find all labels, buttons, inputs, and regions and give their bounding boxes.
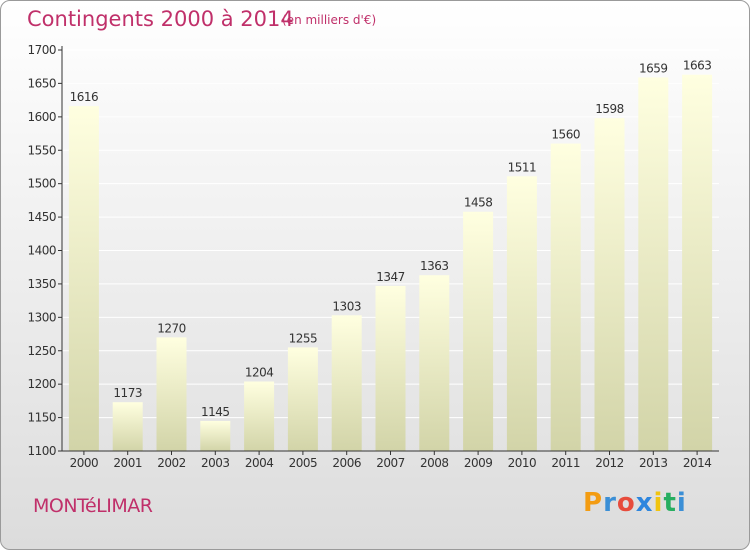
axes: 1100 1150 1200 1250 1300 1350 1400 1450 1500 1550…: [27, 43, 719, 470]
bar: [375, 285, 406, 451]
bar: [550, 143, 581, 452]
x-tick-label: 2012: [595, 456, 624, 470]
bar-value-label: 1659: [639, 61, 668, 75]
y-tick-label: 1450: [27, 210, 56, 224]
y-tick-label: 1100: [27, 444, 56, 458]
logo-letter: o: [616, 488, 636, 518]
bar: [506, 176, 537, 451]
x-tick-label: 2004: [245, 456, 274, 470]
bar: [594, 118, 625, 452]
bar-value-label: 1145: [201, 405, 230, 419]
bar-value-label: 1204: [245, 365, 274, 379]
bar-value-label: 1347: [376, 270, 405, 284]
y-tick-label: 1300: [27, 310, 56, 324]
x-tick-label: 2003: [201, 456, 230, 470]
bar-value-label: 1363: [420, 259, 449, 273]
x-tick-label: 2014: [683, 456, 712, 470]
bar: [112, 402, 143, 451]
x-tick-label: 2009: [464, 456, 493, 470]
logo-letter: r: [603, 488, 617, 518]
x-tick-label: 2010: [508, 456, 537, 470]
bar: [156, 337, 187, 451]
y-tick-label: 1400: [27, 244, 56, 258]
logo-letter: i: [653, 488, 664, 518]
bar-value-label: 1270: [157, 321, 186, 335]
x-tick-label: 2007: [376, 456, 405, 470]
bar: [244, 381, 275, 451]
x-tick-label: 2002: [157, 456, 186, 470]
logo-letter: x: [635, 488, 654, 518]
bar-value-label: 1511: [508, 160, 537, 174]
bar-value-label: 1616: [70, 90, 99, 104]
bar-value-label: 1560: [551, 128, 580, 142]
logo-letter: i: [676, 488, 687, 518]
y-tick-label: 1150: [27, 411, 56, 425]
bar: [638, 77, 669, 451]
proxiti-logo[interactable]: Proxiti: [583, 488, 687, 518]
y-tick-label: 1700: [27, 43, 56, 57]
x-tick-label: 2001: [113, 456, 142, 470]
bar: [200, 420, 231, 451]
bar: [287, 347, 318, 451]
x-tick-label: 2011: [551, 456, 580, 470]
x-tick-label: 2000: [70, 456, 99, 470]
y-tick-label: 1550: [27, 143, 56, 157]
bar-value-label: 1303: [332, 299, 361, 313]
bar: [419, 275, 450, 451]
x-tick-label: 2005: [289, 456, 318, 470]
bar-value-label: 1663: [683, 59, 712, 73]
y-tick-label: 1500: [27, 177, 56, 191]
x-tick-label: 2008: [420, 456, 449, 470]
y-tick-label: 1600: [27, 110, 56, 124]
chart-subtitle: (en milliers d'€): [282, 13, 377, 27]
bar-value-label: 1598: [595, 102, 624, 116]
chart-title: Contingents 2000 à 2014: [27, 7, 294, 31]
y-tick-label: 1350: [27, 277, 56, 291]
logo-letter: P: [583, 488, 604, 518]
y-tick-label: 1200: [27, 377, 56, 391]
bar: [68, 106, 99, 451]
y-tick-label: 1250: [27, 344, 56, 358]
city-name: MONTéLIMAR: [33, 495, 153, 517]
y-tick-label: 1650: [27, 76, 56, 90]
bars: 1616 1173 1270 1145 1204 1255 1303 1347 1363 1458…: [68, 59, 713, 452]
logo-letter: t: [663, 488, 677, 518]
bar-value-label: 1458: [464, 196, 493, 210]
bar: [331, 315, 362, 451]
bar: [682, 74, 713, 451]
bar: [463, 211, 494, 451]
bar-value-label: 1255: [289, 331, 318, 345]
bar-value-label: 1173: [113, 386, 142, 400]
x-tick-label: 2013: [639, 456, 668, 470]
x-tick-label: 2006: [332, 456, 361, 470]
